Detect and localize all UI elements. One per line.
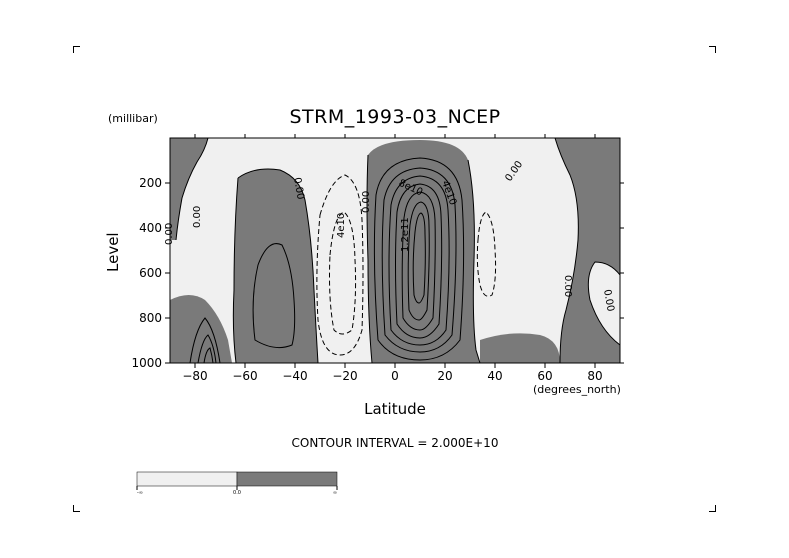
y-tick-label: 600 <box>139 266 162 280</box>
contour-negative-south-inner <box>329 211 357 335</box>
y-tick-label: 800 <box>139 311 162 325</box>
colorbar: -∞ 0.0 ∞ <box>136 471 338 496</box>
x-tick-label: 20 <box>437 369 452 383</box>
contour-tropical-1 <box>373 157 465 361</box>
contour-zero-tropical-west <box>366 154 373 363</box>
x-tick-label: −80 <box>182 369 207 383</box>
contour-tropical-2 <box>381 167 457 353</box>
y-tick-label: 1000 <box>131 356 162 370</box>
colorbar-positive-swatch <box>236 471 338 487</box>
x-tick-label: 60 <box>537 369 552 383</box>
crop-mark-top-right <box>709 46 716 53</box>
y-axis-unit: (millibar) <box>108 112 158 125</box>
contour-zero-north <box>554 138 579 363</box>
y-tick-label: 200 <box>139 176 162 190</box>
contour-tropical-3 <box>388 175 450 346</box>
x-axis-unit: (degrees_north) <box>533 383 621 396</box>
contour-negative-south-outer <box>316 174 364 356</box>
contour-zero-north-pocket <box>587 261 620 346</box>
contour-south-low-1 <box>189 317 221 363</box>
contour-lines <box>175 138 620 363</box>
y-tick-label: 400 <box>139 221 162 235</box>
contour-tropical-7 <box>412 212 426 304</box>
positive-region-south-polar <box>170 138 208 240</box>
contour-zero-south-mid-west <box>232 177 239 363</box>
x-tick-label: 40 <box>487 369 502 383</box>
crop-mark-top-left <box>73 46 80 53</box>
x-tick-label: −40 <box>282 369 307 383</box>
chart-title: STRM_1993-03_NCEP <box>289 106 501 128</box>
contour-south-inner <box>252 243 296 349</box>
contour-label: 0.00 <box>291 177 306 201</box>
positive-region-north-low <box>480 333 560 363</box>
y-axis-ticks: 200 400 600 800 1000 <box>131 176 624 370</box>
colorbar-negative-swatch <box>136 471 238 487</box>
x-tick-label: −60 <box>232 369 257 383</box>
contour-interval-text: CONTOUR INTERVAL = 2.000E+10 <box>291 436 499 450</box>
crop-mark-bottom-right <box>709 505 716 512</box>
negative-contours <box>316 174 497 356</box>
positive-region-tropical-cell <box>367 140 480 363</box>
positive-region-north-high <box>555 138 620 363</box>
colorbar-label-max: ∞ <box>333 490 337 496</box>
contour-label: 1.2e11 <box>400 217 411 252</box>
plot-area <box>170 138 620 363</box>
x-axis-label: Latitude <box>364 400 426 418</box>
x-tick-label: 0 <box>391 369 399 383</box>
colorbar-label-zero: 0.0 <box>233 490 241 496</box>
x-tick-label: 80 <box>587 369 602 383</box>
x-axis-ticks: −80 −60 −40 −20 0 20 40 60 80 <box>182 134 603 383</box>
contour-zero-south-mid <box>237 168 319 363</box>
contour-zero-south-polar <box>175 138 209 241</box>
contour-label: 0.00 <box>601 289 616 313</box>
contour-label: 0.00 <box>361 191 372 213</box>
contour-south-low-3 <box>203 347 214 363</box>
contour-south-low-2 <box>197 334 217 363</box>
contour-tropical-4 <box>395 183 443 339</box>
crop-mark-bottom-left <box>73 505 80 512</box>
contour-label: 0.00 <box>192 206 203 228</box>
contour-tropical-6 <box>407 201 430 321</box>
contour-label: 4e10 <box>336 213 347 238</box>
contour-label: 0.00 <box>562 275 573 297</box>
colorbar-label-min: -∞ <box>137 490 143 496</box>
contour-zero-tropical-east <box>467 159 481 363</box>
contour-tropical-5 <box>401 191 436 331</box>
contour-negative-north <box>476 211 497 297</box>
positive-region-southern-midlat <box>233 169 318 363</box>
x-tick-label: −20 <box>332 369 357 383</box>
